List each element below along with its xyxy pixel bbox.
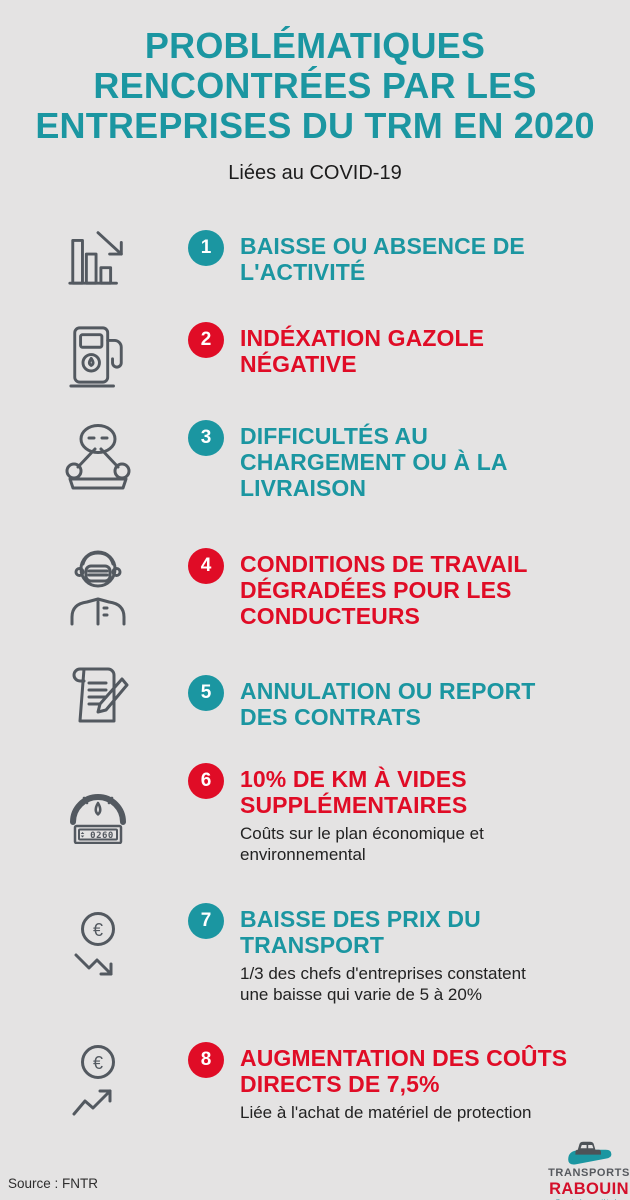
item-subtext: Liée à l'achat de matériel de protection bbox=[240, 1103, 532, 1122]
item-title: DIFFICULTÉS AU CHARGEMENT OU À LA LIVRAI… bbox=[240, 423, 508, 501]
step-number-badge: 7 bbox=[188, 903, 224, 939]
svg-text:€: € bbox=[93, 1053, 103, 1073]
logo-text-rabouin: RABOUIN bbox=[549, 1180, 629, 1198]
step-number-badge: 1 bbox=[188, 230, 224, 266]
odometer-value: 0260 bbox=[90, 831, 114, 841]
item-title: 10% DE KM À VIDES SUPPLÉMENTAIRES bbox=[240, 766, 468, 818]
masked-person-icon bbox=[58, 546, 138, 626]
page-title: PROBLÉMATIQUES RENCONTRÉES PAR LES ENTRE… bbox=[35, 25, 595, 146]
euro-increase-icon: € bbox=[58, 1040, 138, 1118]
item-title: CONDITIONS DE TRAVAIL DÉGRADÉES POUR LES… bbox=[240, 551, 528, 629]
step-number-badge: 3 bbox=[188, 420, 224, 456]
list-item: 4 CONDITIONS DE TRAVAIL DÉGRADÉES POUR L… bbox=[0, 540, 630, 662]
step-number-badge: 4 bbox=[188, 548, 224, 584]
hand-holding-car-icon bbox=[568, 1141, 612, 1165]
item-title: INDÉXATION GAZOLE NÉGATIVE bbox=[240, 325, 485, 377]
declining-bar-chart-icon bbox=[58, 224, 138, 288]
item-title: ANNULATION OU REPORT DES CONTRATS bbox=[240, 678, 536, 730]
list-item: € 7 BAISSE DES PRIX DU TRANSPORT 1/3 des… bbox=[0, 895, 630, 1027]
list-item: 3 DIFFICULTÉS AU CHARGEMENT OU À LA LIVR… bbox=[0, 412, 630, 534]
step-number-badge: 5 bbox=[188, 675, 224, 711]
list-item: 2 INDÉXATION GAZOLE NÉGATIVE bbox=[0, 314, 630, 410]
list-item: 0260 6 10% DE KM À VIDES SUPPLÉMENTAIRES… bbox=[0, 755, 630, 885]
sneezing-person-icon bbox=[58, 422, 138, 492]
euro-decrease-icon: € bbox=[58, 907, 138, 985]
list-item: 1 BAISSE OU ABSENCE DE L'ACTIVITÉ bbox=[0, 222, 630, 318]
item-subtext: 1/3 des chefs d'entreprises constatent u… bbox=[240, 964, 526, 1004]
odometer-icon: 0260 bbox=[58, 782, 138, 844]
step-number-badge: 2 bbox=[188, 322, 224, 358]
item-title: BAISSE DES PRIX DU TRANSPORT bbox=[240, 906, 481, 958]
item-title: AUGMENTATION DES COÛTS DIRECTS DE 7,5% bbox=[240, 1045, 568, 1097]
step-number-badge: 8 bbox=[188, 1042, 224, 1078]
svg-text:€: € bbox=[93, 920, 103, 940]
list-item: 5 ANNULATION OU REPORT DES CONTRATS bbox=[0, 667, 630, 757]
item-title: BAISSE OU ABSENCE DE L'ACTIVITÉ bbox=[240, 233, 525, 285]
company-logo: TRANSPORTS RABOUIN Garants de vos véhicu… bbox=[548, 1132, 630, 1200]
list-item: € 8 AUGMENTATION DES COÛTS DIRECTS DE 7,… bbox=[0, 1034, 630, 1158]
step-number-badge: 6 bbox=[188, 763, 224, 799]
fuel-pump-icon bbox=[58, 318, 138, 392]
page-subtitle: Liées au COVID-19 bbox=[228, 162, 402, 184]
contract-pen-icon bbox=[58, 661, 138, 729]
logo-text-transports: TRANSPORTS bbox=[548, 1167, 630, 1179]
source-note: Source : FNTR bbox=[8, 1176, 99, 1191]
item-subtext: Coûts sur le plan économique et environn… bbox=[240, 824, 484, 864]
